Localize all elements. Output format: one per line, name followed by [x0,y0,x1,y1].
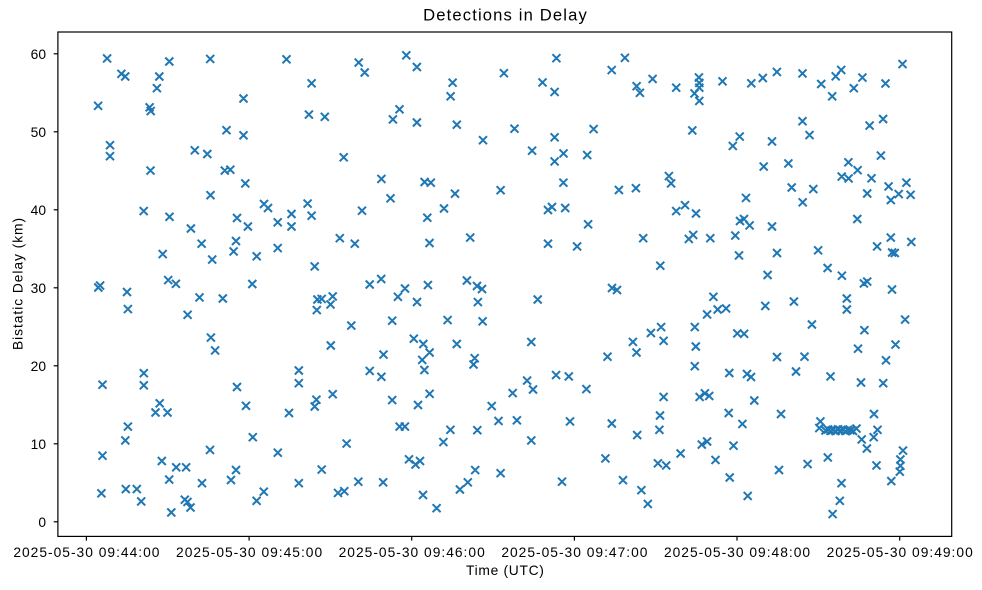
svg-text:50: 50 [31,125,47,140]
svg-text:2025-05-30 09:45:00: 2025-05-30 09:45:00 [176,545,323,560]
svg-text:Detections in Delay: Detections in Delay [423,5,588,24]
svg-text:10: 10 [31,437,47,452]
svg-text:2025-05-30 09:48:00: 2025-05-30 09:48:00 [664,545,811,560]
svg-text:2025-05-30 09:44:00: 2025-05-30 09:44:00 [13,545,160,560]
svg-text:30: 30 [31,281,47,296]
svg-text:2025-05-30 09:46:00: 2025-05-30 09:46:00 [339,545,486,560]
svg-text:0: 0 [38,515,46,530]
svg-text:2025-05-30 09:49:00: 2025-05-30 09:49:00 [827,545,974,560]
svg-text:Bistatic Delay (km): Bistatic Delay (km) [11,217,26,350]
svg-text:60: 60 [31,47,47,62]
svg-text:Time (UTC): Time (UTC) [466,563,545,578]
svg-text:40: 40 [31,203,47,218]
svg-text:2025-05-30 09:47:00: 2025-05-30 09:47:00 [501,545,648,560]
svg-text:20: 20 [31,359,47,374]
